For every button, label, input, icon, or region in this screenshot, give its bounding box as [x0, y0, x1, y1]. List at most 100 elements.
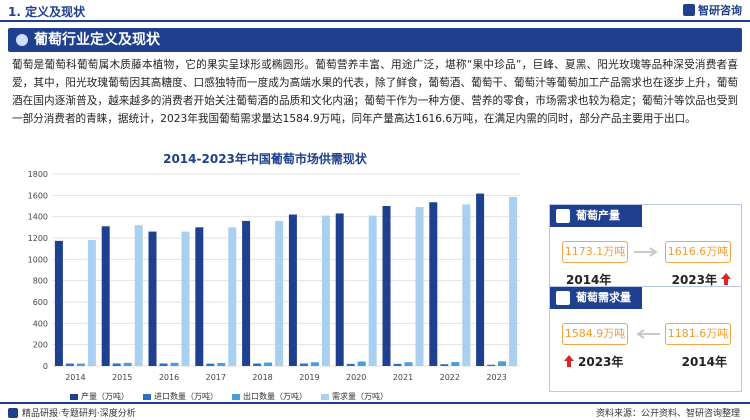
- bar-2019-0: [288, 214, 297, 366]
- chart-legend: 产量（万吨） 进口数量（万吨） 出口数量（万吨） 需求量（万吨）: [70, 391, 388, 402]
- bar-2015-3: [134, 225, 143, 366]
- bar-chart-icon: [556, 291, 570, 305]
- demand-end-value: 1584.9万吨: [562, 323, 628, 345]
- x-tick-label: 2022: [440, 373, 460, 382]
- bar-2016-1: [159, 363, 168, 366]
- section-banner: 葡萄行业定义及现状: [8, 28, 742, 52]
- legend-item: 产量（万吨）: [70, 391, 129, 402]
- x-tick-label: 2021: [393, 373, 413, 382]
- bar-2015-0: [101, 226, 110, 366]
- right-arrow-icon: [634, 247, 658, 257]
- banner-title: 葡萄行业定义及现状: [34, 32, 160, 48]
- bar-2016-2: [170, 362, 179, 366]
- bar-2018-0: [242, 220, 251, 366]
- y-tick-label: 600: [33, 298, 48, 307]
- left-arrow-icon: [636, 329, 660, 339]
- bar-2018-2: [264, 362, 273, 366]
- bar-2022-3: [462, 204, 471, 366]
- bar-2014-0: [54, 240, 63, 366]
- legend-label: 出口数量（万吨）: [243, 392, 307, 401]
- production-card-header: 葡萄产量: [550, 205, 642, 227]
- demand-card-title: 葡萄需求量: [576, 291, 631, 304]
- bar-2022-1: [440, 364, 449, 366]
- y-tick-label: 1800: [28, 170, 48, 179]
- legend-swatch: [70, 393, 78, 400]
- intro-paragraph: 葡萄是葡萄科葡萄属木质藤本植物，它的果实呈球形或椭圆形。葡萄营养丰富、用途广泛，…: [12, 59, 738, 125]
- legend-swatch: [321, 393, 329, 400]
- bar-2019-1: [299, 363, 308, 366]
- bar-2020-2: [357, 361, 366, 366]
- x-tick-label: 2014: [65, 373, 85, 382]
- legend-item: 出口数量（万吨）: [232, 391, 307, 402]
- legend-label: 进口数量（万吨）: [154, 392, 218, 401]
- bar-2014-3: [87, 239, 96, 366]
- bar-2020-1: [346, 363, 355, 366]
- bar-2023-1: [487, 364, 496, 366]
- y-tick-label: 1600: [28, 191, 48, 200]
- production-start-year: 2014年: [566, 273, 612, 287]
- up-arrow-icon: [721, 273, 731, 285]
- production-start-value: 1173.1万吨: [562, 241, 628, 263]
- demand-end-year: 2023年: [578, 355, 624, 369]
- bar-2014-2: [76, 363, 85, 366]
- legend-swatch: [143, 393, 151, 400]
- production-card-title: 葡萄产量: [576, 209, 620, 222]
- y-tick-label: 800: [33, 277, 48, 286]
- bar-2018-1: [253, 363, 262, 366]
- demand-card-header: 葡萄需求量: [550, 287, 642, 309]
- demand-start-value: 1181.6万吨: [665, 323, 731, 345]
- demand-start-year: 2014年: [681, 355, 727, 369]
- y-tick-label: 1000: [28, 255, 48, 264]
- bar-2021-1: [393, 363, 402, 366]
- legend-label: 产量（万吨）: [81, 392, 129, 401]
- bar-2021-2: [404, 362, 413, 366]
- bar-2022-0: [429, 202, 438, 366]
- footer-bar: 精品研报·专题研判·深度分析 资料来源：公开资料、智研咨询整理: [0, 402, 750, 420]
- bar-2017-2: [217, 363, 226, 366]
- legend-item: 进口数量（万吨）: [143, 391, 218, 402]
- x-tick-label: 2015: [112, 373, 132, 382]
- bar-2020-0: [335, 213, 344, 366]
- bar-2014-1: [65, 363, 74, 366]
- bar-2017-0: [195, 227, 204, 366]
- bar-2021-0: [382, 206, 391, 366]
- logo-text: 智研咨询: [698, 4, 742, 17]
- up-arrow-icon: [564, 355, 574, 367]
- production-end-value: 1616.6万吨: [665, 241, 731, 263]
- logo: 智研咨询: [683, 2, 742, 18]
- chart-title: 2014-2023年中国葡萄市场供需现状: [163, 152, 367, 166]
- bar-2019-2: [310, 362, 319, 366]
- banner-icon: [16, 34, 28, 46]
- bar-2023-0: [476, 193, 485, 366]
- x-tick-label: 2017: [206, 373, 226, 382]
- footer-brand-text: 精品研报·专题研判·深度分析: [22, 409, 136, 419]
- grape-icon: [556, 209, 570, 223]
- bar-2020-3: [368, 215, 377, 366]
- section-title: 1. 定义及现状: [8, 5, 86, 19]
- x-tick-label: 2020: [346, 373, 366, 382]
- bar-2016-3: [181, 231, 190, 366]
- bar-2023-2: [498, 361, 507, 366]
- top-divider: [0, 20, 750, 22]
- legend-item: 需求量（万吨）: [321, 391, 388, 402]
- x-tick-label: 2016: [159, 373, 179, 382]
- bar-2016-0: [148, 231, 157, 366]
- bar-2017-1: [206, 363, 215, 366]
- bar-2021-3: [415, 207, 424, 366]
- legend-label: 需求量（万吨）: [332, 392, 388, 401]
- legend-swatch: [232, 393, 240, 400]
- production-end-year: 2023年: [671, 273, 717, 287]
- y-tick-label: 200: [33, 341, 48, 350]
- footer-brand: 精品研报·专题研判·深度分析: [8, 406, 136, 419]
- y-tick-label: 1200: [28, 234, 48, 243]
- top-bar: 1. 定义及现状 智研咨询: [0, 0, 750, 22]
- x-tick-label: 2023: [486, 373, 506, 382]
- report-icon: [8, 407, 18, 418]
- supply-demand-chart: 0 200 400 600 800 1000 1200 1400 1600 1800 2014 201…: [28, 170, 520, 382]
- bar-2023-3: [509, 196, 518, 366]
- y-tick-label: 400: [33, 319, 48, 328]
- y-tick-label: 1400: [28, 213, 48, 222]
- bar-2015-2: [123, 362, 132, 366]
- footer-source: 资料来源：公开资料、智研咨询整理: [595, 409, 740, 419]
- x-tick-label: 2019: [299, 373, 319, 382]
